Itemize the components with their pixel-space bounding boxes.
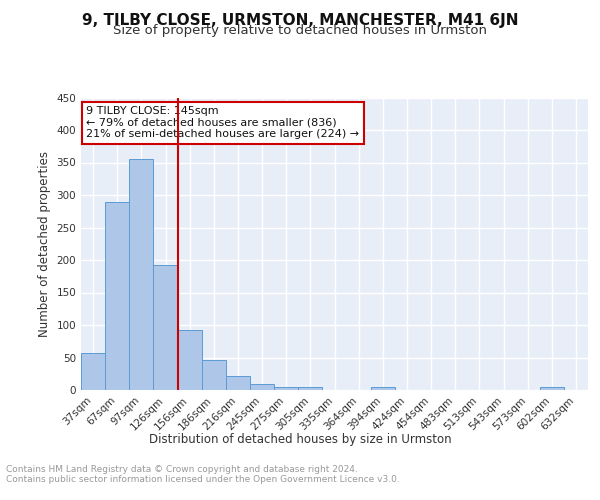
Text: Size of property relative to detached houses in Urmston: Size of property relative to detached ho… <box>113 24 487 37</box>
Text: 9 TILBY CLOSE: 145sqm
← 79% of detached houses are smaller (836)
21% of semi-det: 9 TILBY CLOSE: 145sqm ← 79% of detached … <box>86 106 359 140</box>
Text: Contains HM Land Registry data © Crown copyright and database right 2024.
Contai: Contains HM Land Registry data © Crown c… <box>6 465 400 484</box>
Y-axis label: Number of detached properties: Number of detached properties <box>38 151 51 337</box>
Text: 9, TILBY CLOSE, URMSTON, MANCHESTER, M41 6JN: 9, TILBY CLOSE, URMSTON, MANCHESTER, M41… <box>82 12 518 28</box>
Bar <box>129 159 154 390</box>
Bar <box>298 388 322 390</box>
Bar <box>178 330 202 390</box>
Bar <box>105 202 129 390</box>
Bar <box>202 360 226 390</box>
Bar <box>81 353 105 390</box>
Bar <box>371 387 395 390</box>
Text: Distribution of detached houses by size in Urmston: Distribution of detached houses by size … <box>149 432 451 446</box>
Bar <box>250 384 274 390</box>
Bar <box>154 265 178 390</box>
Bar <box>226 376 250 390</box>
Bar <box>274 388 298 390</box>
Bar <box>540 388 564 390</box>
